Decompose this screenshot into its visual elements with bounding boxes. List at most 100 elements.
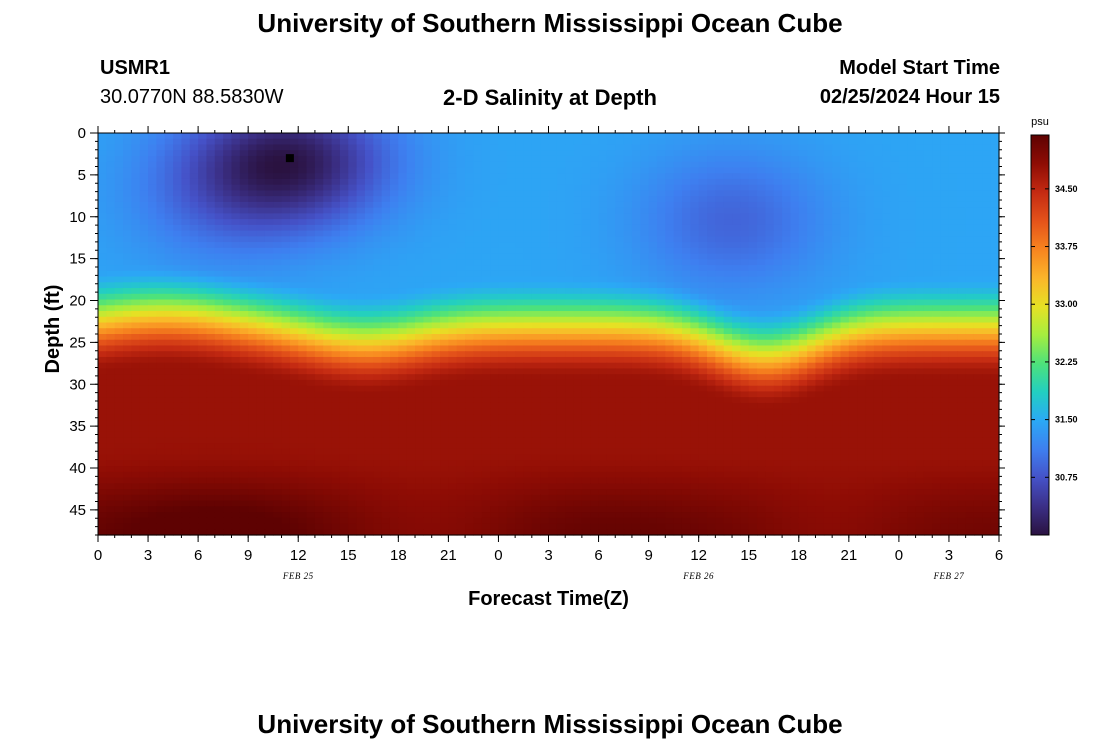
heatmap-cell [223,362,233,370]
heatmap-cell [565,196,575,203]
heatmap-cell [548,196,558,203]
heatmap-cell [640,362,650,370]
heatmap-cell [757,144,766,151]
heatmap-cell [181,144,191,151]
heatmap-cell [757,247,766,255]
heatmap-cell [231,293,241,301]
heatmap-cell [848,385,858,393]
heatmap-cell [590,305,600,312]
heatmap-cell [957,305,967,312]
heatmap-cell [957,230,967,237]
heatmap-cell [123,311,132,318]
heatmap-cell [415,374,424,381]
heatmap-cell [148,339,157,347]
heatmap-cell [648,253,658,260]
heatmap-cell [256,259,266,266]
heatmap-cell [231,345,241,352]
heatmap-cell [640,230,650,237]
heatmap-cell [339,224,349,232]
heatmap-cell [990,293,1000,301]
heatmap-cell [415,242,424,249]
heatmap-cell [823,311,833,318]
heatmap-cell [623,259,633,266]
heatmap-cell [406,391,416,398]
heatmap-cell [748,351,758,358]
heatmap-cell [556,201,566,209]
heatmap-cell [932,167,942,174]
heatmap-cell [381,368,391,375]
heatmap-cell [690,178,700,186]
heatmap-cell [823,385,833,393]
heatmap-cell [373,334,383,341]
heatmap-cell [840,167,850,174]
heatmap-cell [148,270,157,278]
heatmap-cell [139,362,149,370]
heatmap-cell [373,167,383,174]
heatmap-cell [348,293,358,301]
heatmap-cell [681,265,691,272]
heatmap-cell [139,334,149,341]
heatmap-cell [156,265,166,272]
heatmap-cell [665,288,675,295]
heatmap-cell [865,362,875,370]
heatmap-cell [281,345,291,352]
heatmap-cell [164,161,174,169]
heatmap-cell [423,213,433,220]
heatmap-cell [865,379,875,387]
heatmap-cell [815,253,825,260]
heatmap-cell [490,178,500,186]
heatmap-cell [673,184,683,192]
heatmap-cell [531,150,541,157]
heatmap-cell [581,299,591,306]
heatmap-cell [723,167,733,174]
heatmap-cell [698,379,708,387]
heatmap-cell [740,379,750,387]
heatmap-cell [298,374,308,381]
heatmap-cell [156,276,166,283]
heatmap-cell [214,356,224,364]
heatmap-cell [948,305,958,312]
heatmap-cell [389,138,399,146]
heatmap-cell [707,385,716,393]
heatmap-cell [940,305,950,312]
heatmap-cell [673,144,683,151]
heatmap-cell [681,230,691,237]
heatmap-cell [490,322,500,329]
heatmap-cell [865,270,875,278]
heatmap-cell [173,391,183,398]
heatmap-cell [289,138,299,146]
heatmap-cell [456,247,466,255]
heatmap-cell [123,293,132,301]
heatmap-cell [698,288,708,295]
heatmap-cell [465,196,475,203]
heatmap-cell [890,293,900,301]
heatmap-cell [481,391,491,398]
heatmap-cell [440,219,449,226]
heatmap-cell [114,161,124,169]
heatmap-cell [548,150,558,157]
heatmap-cell [798,282,808,289]
heatmap-cell [531,178,541,186]
heatmap-cell [323,196,333,203]
heatmap-cell [590,351,600,358]
heatmap-cell [807,150,817,157]
heatmap-cell [164,150,174,157]
heatmap-cell [882,247,892,255]
heatmap-cell [515,138,525,146]
heatmap-cell [581,265,591,272]
heatmap-cell [298,144,308,151]
heatmap-cell [323,167,333,174]
heatmap-cell [857,219,867,226]
heatmap-cell [465,276,475,283]
heatmap-cell [373,391,383,398]
heatmap-cell [131,379,141,387]
heatmap-cell [131,161,141,169]
heatmap-cell [940,167,950,174]
heatmap-cell [823,167,833,174]
heatmap-cell [198,253,208,260]
heatmap-cell [923,391,933,398]
heatmap-cell [732,155,741,163]
heatmap-cell [556,184,566,192]
heatmap-cell [907,173,917,180]
heatmap-cell [840,328,850,335]
